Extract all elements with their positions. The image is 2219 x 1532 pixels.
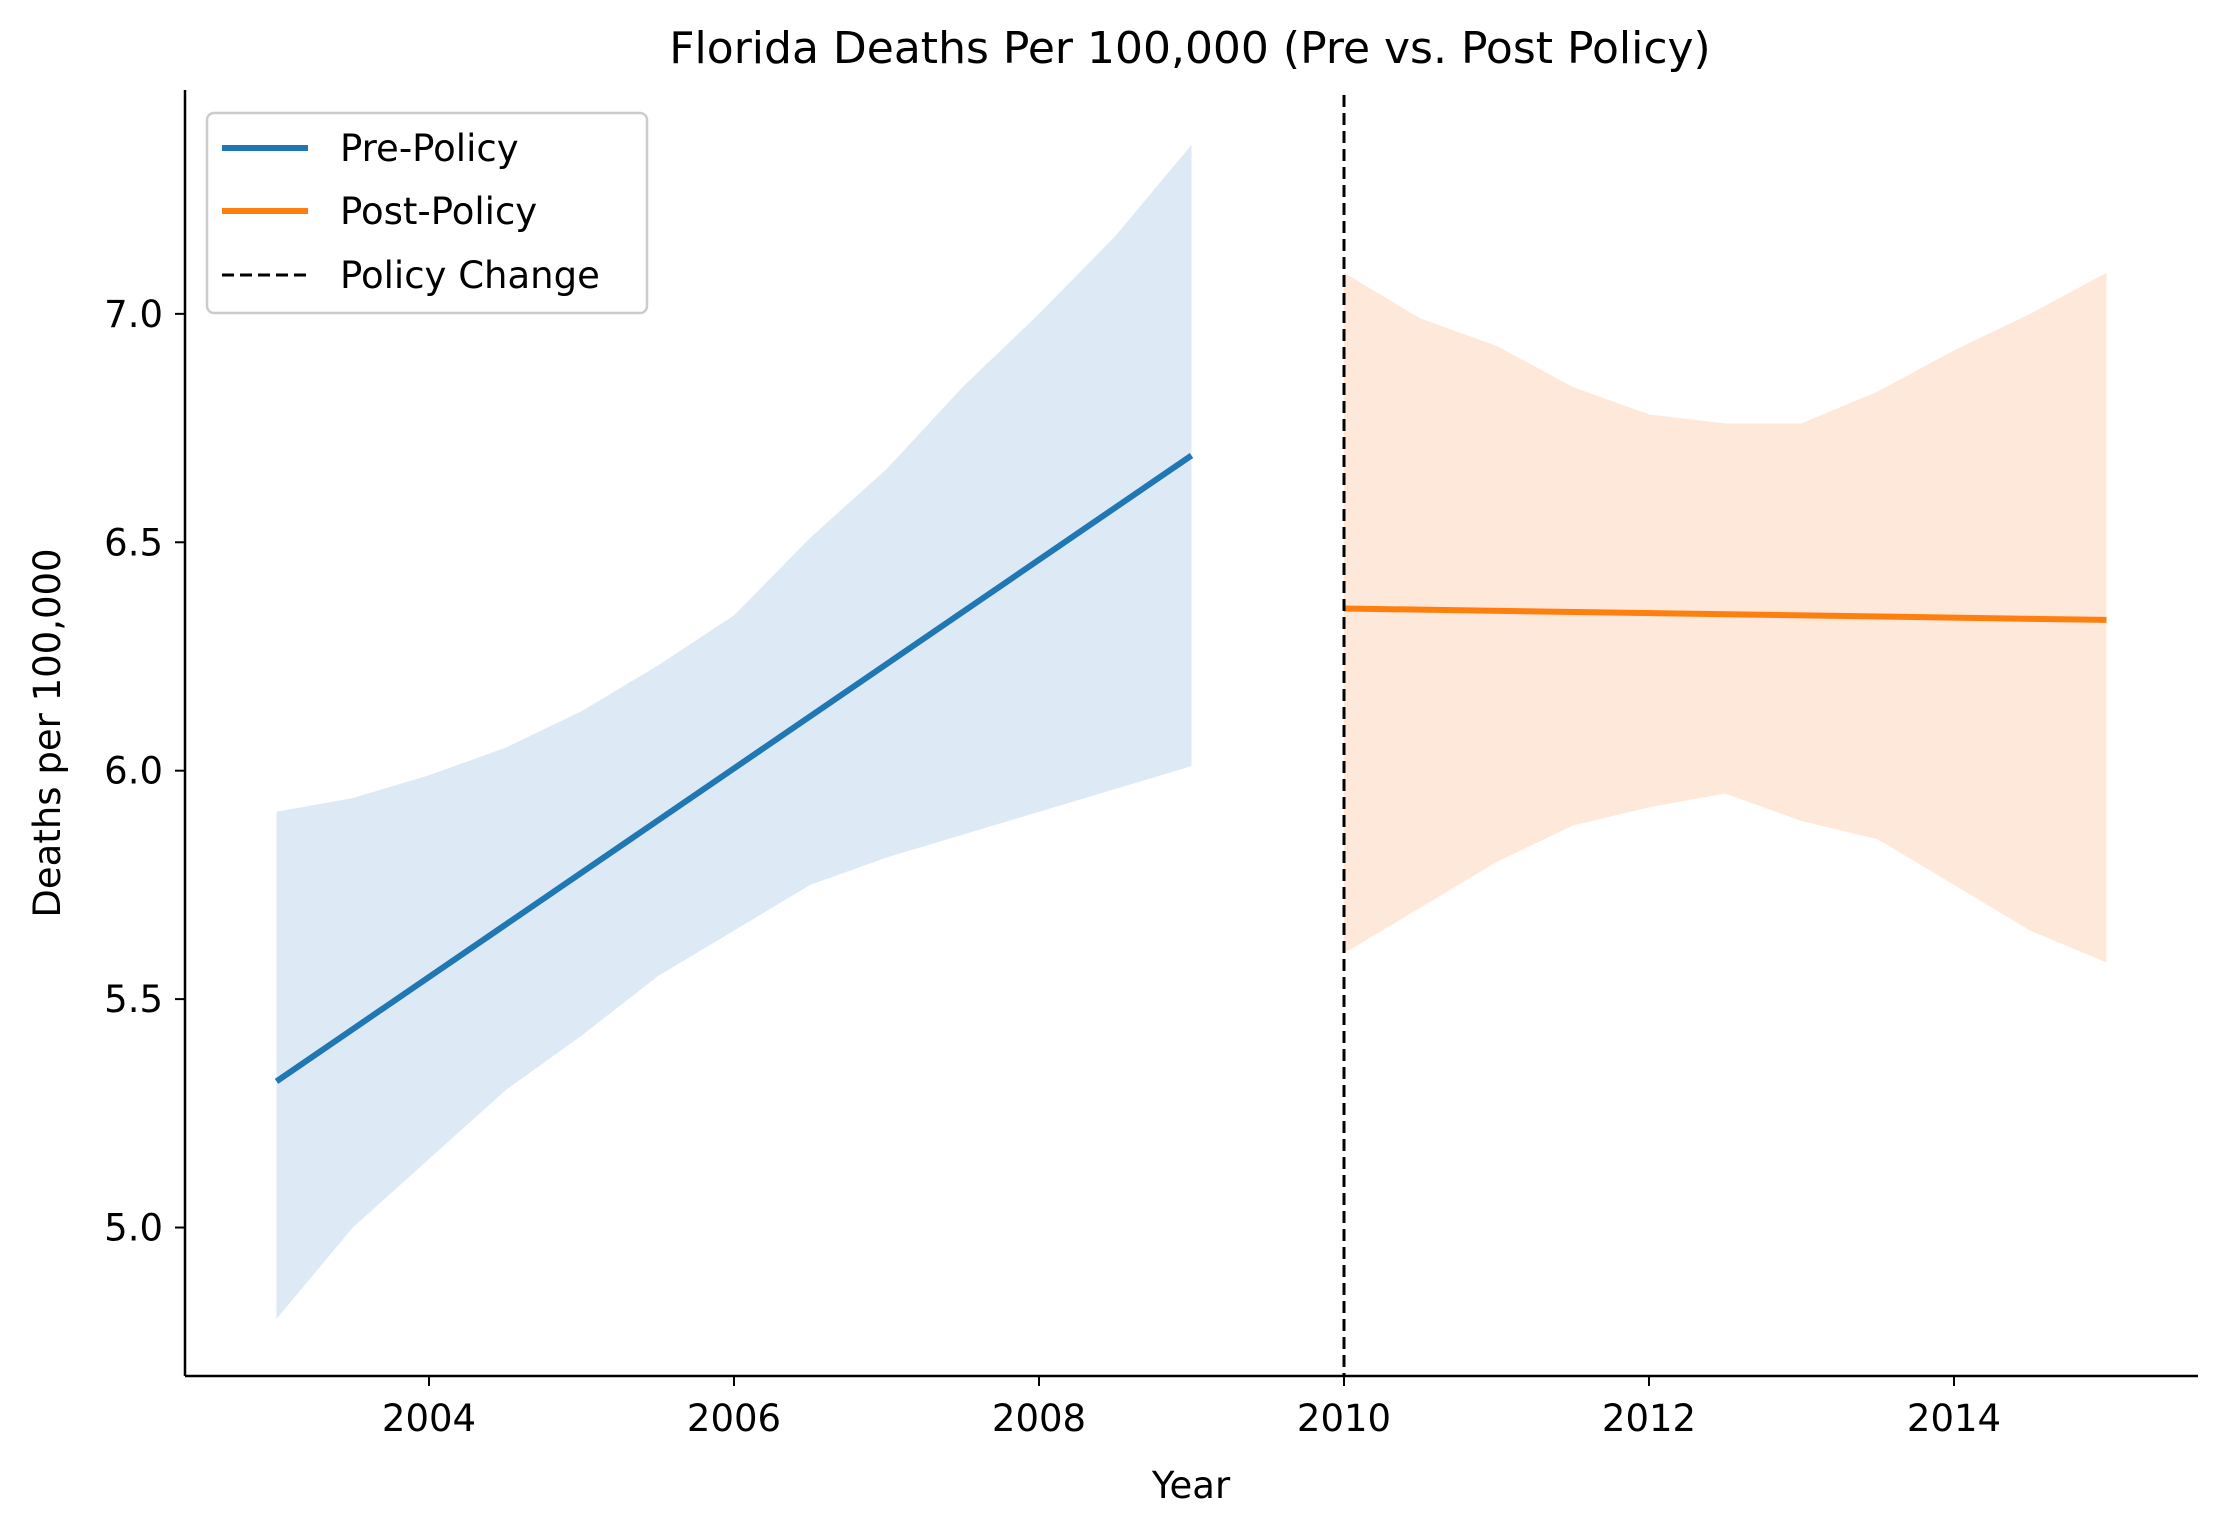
- y-ticks: 5.0 5.5 6.0 6.5 7.0: [104, 293, 185, 1250]
- x-tick-label: 2008: [992, 1397, 1086, 1440]
- x-ticks: 2004 2006 2008 2010 2012 2014: [382, 1376, 2001, 1440]
- x-tick-label: 2004: [382, 1397, 476, 1440]
- plot-area: [274, 95, 2107, 1376]
- pre-policy-confidence-band: [276, 144, 1192, 1319]
- legend-pre-policy-label: Pre-Policy: [340, 127, 519, 170]
- legend-frame: [205, 111, 649, 315]
- series-lines: [274, 452, 2107, 1084]
- legend-policy-change-label: Policy Change: [340, 254, 600, 297]
- chart-title: Florida Deaths Per 100,000 (Pre vs. Post…: [669, 23, 1710, 74]
- y-axis-label: Deaths per 100,000: [26, 548, 69, 917]
- x-tick-label: 2012: [1602, 1397, 1696, 1440]
- confidence-bands: [276, 144, 2107, 1319]
- pre-policy-line: [274, 452, 1194, 1084]
- x-tick-label: 2006: [687, 1397, 781, 1440]
- y-tick-label: 5.5: [104, 978, 163, 1021]
- x-axis-label: Year: [1151, 1464, 1231, 1507]
- y-tick-label: 7.0: [104, 293, 163, 336]
- post-policy-line: [1343, 605, 2107, 623]
- x-tick-label: 2014: [1907, 1397, 2001, 1440]
- legend: Pre-Policy Post-Policy Policy Change: [205, 111, 649, 315]
- post-policy-confidence-band: [1344, 272, 2107, 963]
- y-tick-label: 5.0: [104, 1207, 163, 1250]
- y-tick-label: 6.5: [104, 521, 163, 564]
- x-tick-label: 2010: [1297, 1397, 1391, 1440]
- legend-post-policy-label: Post-Policy: [340, 190, 537, 233]
- axes: 2004 2006 2008 2010 2012 2014 5.0 5.5 6.0 6.5 7.0: [104, 90, 2198, 1440]
- y-tick-label: 6.0: [104, 750, 163, 793]
